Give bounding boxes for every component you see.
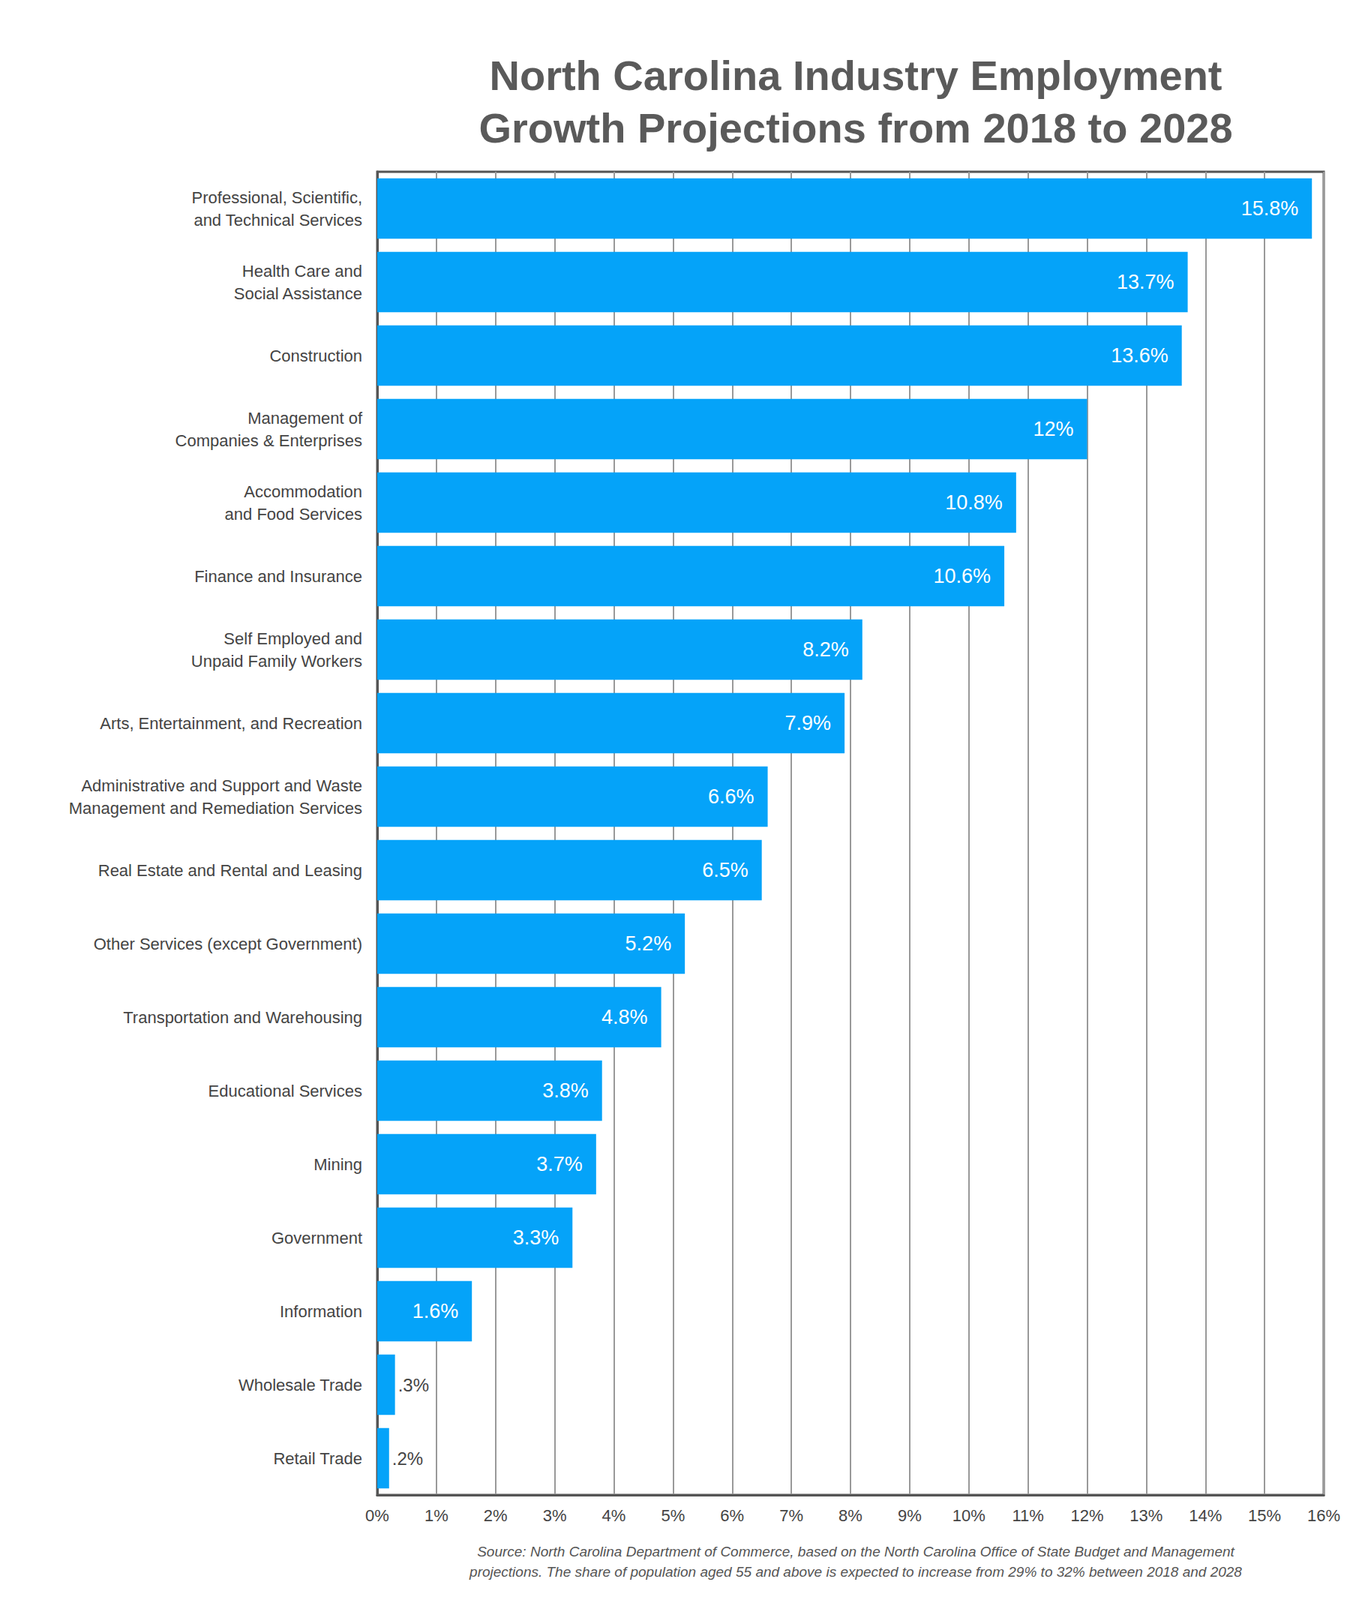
svg-text:Government: Government bbox=[271, 1228, 363, 1248]
svg-text:13.7%: 13.7% bbox=[1116, 270, 1175, 294]
svg-text:6.6%: 6.6% bbox=[708, 785, 755, 808]
svg-text:Self Employed and: Self Employed and bbox=[223, 629, 363, 648]
svg-text:4.8%: 4.8% bbox=[601, 1005, 648, 1029]
svg-text:Other Services (except Governm: Other Services (except Government) bbox=[93, 934, 363, 954]
svg-text:Transportation and Warehousing: Transportation and Warehousing bbox=[123, 1008, 363, 1027]
svg-text:North Carolina Industry Employ: North Carolina Industry Employment bbox=[489, 51, 1223, 99]
svg-text:Accommodation: Accommodation bbox=[243, 482, 363, 501]
svg-text:Administrative and Support and: Administrative and Support and Waste bbox=[81, 776, 363, 795]
svg-text:Arts, Entertainment, and Recre: Arts, Entertainment, and Recreation bbox=[99, 714, 363, 733]
svg-text:Source: North Carolina Departm: Source: North Carolina Department of Com… bbox=[477, 1543, 1235, 1560]
svg-text:Retail Trade: Retail Trade bbox=[273, 1449, 363, 1468]
svg-text:Construction: Construction bbox=[269, 346, 363, 366]
svg-text:8%: 8% bbox=[838, 1506, 863, 1525]
svg-text:Unpaid Family Workers: Unpaid Family Workers bbox=[191, 651, 363, 671]
svg-text:10%: 10% bbox=[952, 1506, 986, 1525]
svg-text:Wholesale Trade: Wholesale Trade bbox=[238, 1375, 363, 1395]
svg-text:Real Estate and Rental and Lea: Real Estate and Rental and Leasing bbox=[98, 861, 363, 880]
svg-text:3.8%: 3.8% bbox=[542, 1079, 589, 1102]
svg-text:Social Assistance: Social Assistance bbox=[234, 284, 363, 303]
svg-text:7%: 7% bbox=[779, 1506, 804, 1525]
svg-text:3%: 3% bbox=[543, 1506, 567, 1525]
svg-text:Mining: Mining bbox=[313, 1155, 363, 1174]
svg-text:2%: 2% bbox=[483, 1506, 508, 1525]
svg-text:4%: 4% bbox=[602, 1506, 627, 1525]
svg-text:1.6%: 1.6% bbox=[412, 1299, 459, 1323]
svg-text:0%: 0% bbox=[365, 1506, 390, 1525]
svg-text:projections. The share of popu: projections. The share of population age… bbox=[468, 1563, 1242, 1580]
svg-text:and Food Services: and Food Services bbox=[225, 504, 363, 524]
svg-text:Companies & Enterprises: Companies & Enterprises bbox=[175, 431, 363, 450]
svg-text:12%: 12% bbox=[1070, 1506, 1104, 1525]
svg-text:15%: 15% bbox=[1248, 1506, 1281, 1525]
svg-text:7.9%: 7.9% bbox=[785, 711, 832, 735]
svg-text:6%: 6% bbox=[720, 1506, 744, 1525]
svg-text:Management of: Management of bbox=[247, 408, 363, 428]
svg-text:Educational Services: Educational Services bbox=[208, 1081, 363, 1101]
svg-text:13%: 13% bbox=[1129, 1506, 1163, 1525]
svg-text:9%: 9% bbox=[897, 1506, 922, 1525]
svg-text:3.3%: 3.3% bbox=[513, 1226, 560, 1249]
svg-text:5.2%: 5.2% bbox=[625, 932, 672, 955]
svg-text:15.8%: 15.8% bbox=[1241, 197, 1299, 220]
svg-text:12%: 12% bbox=[1032, 417, 1074, 441]
svg-text:8.2%: 8.2% bbox=[802, 638, 849, 661]
svg-text:Growth Projections from 2018 t: Growth Projections from 2018 to 2028 bbox=[478, 104, 1233, 152]
svg-text:Information: Information bbox=[279, 1302, 363, 1321]
svg-text:10.8%: 10.8% bbox=[945, 491, 1003, 514]
svg-text:1%: 1% bbox=[424, 1506, 449, 1525]
svg-text:and Technical Services: and Technical Services bbox=[193, 210, 363, 230]
svg-text:Finance and Insurance: Finance and Insurance bbox=[194, 567, 363, 586]
svg-text:6.5%: 6.5% bbox=[702, 858, 749, 882]
svg-text:Health Care and: Health Care and bbox=[242, 261, 363, 281]
svg-text:5%: 5% bbox=[660, 1506, 685, 1525]
svg-text:10.6%: 10.6% bbox=[933, 564, 992, 588]
svg-text:3.7%: 3.7% bbox=[536, 1152, 583, 1176]
svg-text:.3%: .3% bbox=[398, 1374, 429, 1395]
svg-text:13.6%: 13.6% bbox=[1110, 344, 1169, 367]
svg-text:.2%: .2% bbox=[392, 1448, 423, 1469]
svg-text:14%: 14% bbox=[1188, 1506, 1222, 1525]
svg-text:11%: 11% bbox=[1011, 1506, 1044, 1525]
svg-text:Professional, Scientific,: Professional, Scientific, bbox=[192, 188, 363, 207]
svg-text:16%: 16% bbox=[1307, 1506, 1341, 1525]
svg-text:Management and Remediation Ser: Management and Remediation Services bbox=[69, 798, 363, 818]
